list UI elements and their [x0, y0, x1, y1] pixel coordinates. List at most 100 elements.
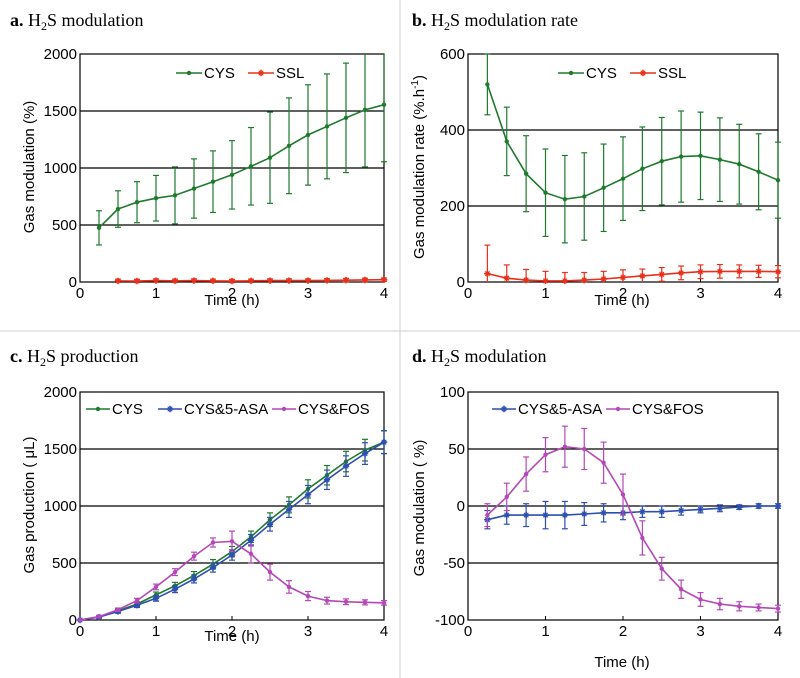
panel-3-x-tick-label-2: 2: [619, 623, 627, 640]
series-line: [486, 445, 779, 610]
data-point: [323, 277, 331, 284]
data-point: [542, 511, 549, 519]
data-point: [191, 186, 197, 191]
panel-1-series-ssl: [484, 244, 782, 285]
data-point: [152, 595, 160, 602]
panel-2-y-tick-label-2: 1000: [44, 498, 77, 515]
data-point: [504, 494, 509, 500]
data-point: [658, 271, 665, 278]
data-point: [582, 194, 587, 199]
panel-c-x-axis-label: Time (h): [204, 628, 259, 645]
panel-2-y-tick-label-3: 1500: [44, 441, 77, 458]
data-point: [659, 158, 664, 164]
data-point: [503, 275, 510, 282]
data-point: [562, 444, 568, 449]
legend-point: [166, 405, 174, 413]
data-point: [756, 605, 761, 610]
data-point: [380, 276, 388, 283]
panel-1-y-tick-label-1: 200: [440, 198, 465, 215]
data-point: [133, 277, 141, 285]
panel-d: 0 1 2 3 4 -100 -50 0 50 100 d. H2S modulation Tim…: [411, 346, 782, 671]
panel-b-title: b. H2S modulation rate: [412, 10, 578, 33]
panel-d-legend-cys-fos-text: CYS&FOS: [632, 401, 704, 418]
data-point: [775, 177, 781, 183]
data-point: [581, 510, 588, 518]
panel-2-series-cys-fos: [77, 530, 387, 623]
panel-1-legend-marker-0: [558, 70, 584, 76]
data-point: [171, 586, 179, 593]
panel-2-x-tick-label-2: 2: [228, 623, 236, 640]
data-point: [285, 506, 293, 513]
panel-2-x-tick-label-0: 0: [76, 623, 84, 640]
panel-b-legend-cys-text: CYS: [586, 65, 617, 82]
data-point: [114, 277, 122, 285]
data-point: [523, 471, 529, 477]
panel-0-plot: 0 1 2 3 4 0 500 1000 1500 2000: [44, 46, 389, 302]
data-point: [381, 600, 387, 606]
data-point: [209, 564, 217, 571]
panel-3-x-tick-label-3: 3: [696, 623, 704, 640]
data-point: [343, 115, 349, 121]
panel-0-x-tick-label-0: 0: [76, 285, 84, 302]
data-point: [639, 508, 646, 515]
data-point: [362, 600, 368, 605]
data-point: [191, 553, 197, 559]
data-point: [561, 277, 569, 285]
data-point: [485, 512, 490, 518]
data-point: [600, 275, 607, 283]
data-point: [304, 491, 312, 498]
data-point: [640, 535, 645, 541]
data-point: [209, 277, 217, 285]
data-point: [484, 270, 491, 277]
panel-a-legend-cys-text: CYS: [204, 65, 235, 82]
data-point: [342, 462, 350, 470]
panel-c-y-axis-label: Gas production ( μL): [21, 436, 38, 573]
data-point: [96, 225, 102, 231]
panel-3-y-tick-label-4: 100: [440, 384, 465, 401]
data-point: [153, 584, 159, 590]
legend-point: [615, 406, 621, 412]
data-point: [658, 508, 665, 515]
data-point: [361, 276, 369, 284]
panel-a-legend-ssl-text: SSL: [276, 65, 304, 82]
panel-0-legend-marker-0: [176, 70, 202, 76]
panel-c-legend-cys-fos-text: CYS&FOS: [298, 401, 370, 418]
panel-0-series-cys: [96, 54, 387, 246]
data-point: [115, 607, 121, 612]
data-point: [229, 539, 235, 544]
legend-point: [186, 70, 192, 76]
data-point: [134, 598, 140, 603]
data-point: [678, 154, 684, 159]
panel-1-series-cys: [484, 53, 781, 244]
panel-2-legend-marker-1: [158, 405, 182, 413]
legend-point: [500, 405, 508, 413]
panel-b-x-axis-label: Time (h): [594, 292, 649, 309]
panel-2-x-tick-label-1: 1: [152, 623, 160, 640]
panel-2-plot: 0 1 2 3 4 0 500 1000 1500 2000: [44, 384, 389, 640]
panel-a-title: a. H2S modulation: [10, 10, 144, 33]
panel-3-x-tick-label-4: 4: [774, 623, 782, 640]
data-point: [248, 551, 254, 557]
panel-1-y-tick-label-0: 0: [457, 274, 465, 291]
data-point: [774, 502, 782, 510]
panel-b-y-axis-label: Gas modulation rate (%.h-1): [410, 75, 428, 259]
panel-3-y-tick-label-1: -50: [443, 555, 465, 572]
panel-2-legend-marker-2: [272, 406, 296, 412]
data-point: [716, 268, 724, 275]
data-point: [285, 277, 293, 284]
panel-0-series-ssl: [114, 276, 388, 285]
data-point: [678, 587, 684, 592]
panel-2-y-tick-label-4: 2000: [44, 384, 77, 401]
panel-0-y-tick-label-0: 0: [69, 274, 77, 291]
series-line: [98, 103, 385, 229]
data-point: [286, 143, 292, 148]
panel-2-x-tick-label-4: 4: [380, 623, 388, 640]
panel-2-y-tick-label-0: 0: [69, 612, 77, 629]
data-point: [267, 569, 273, 575]
data-point: [562, 196, 568, 202]
data-point: [601, 185, 606, 190]
panel-1-legend-marker-1: [630, 69, 656, 77]
panel-0-legend-marker-1: [248, 69, 274, 77]
data-point: [77, 617, 83, 623]
